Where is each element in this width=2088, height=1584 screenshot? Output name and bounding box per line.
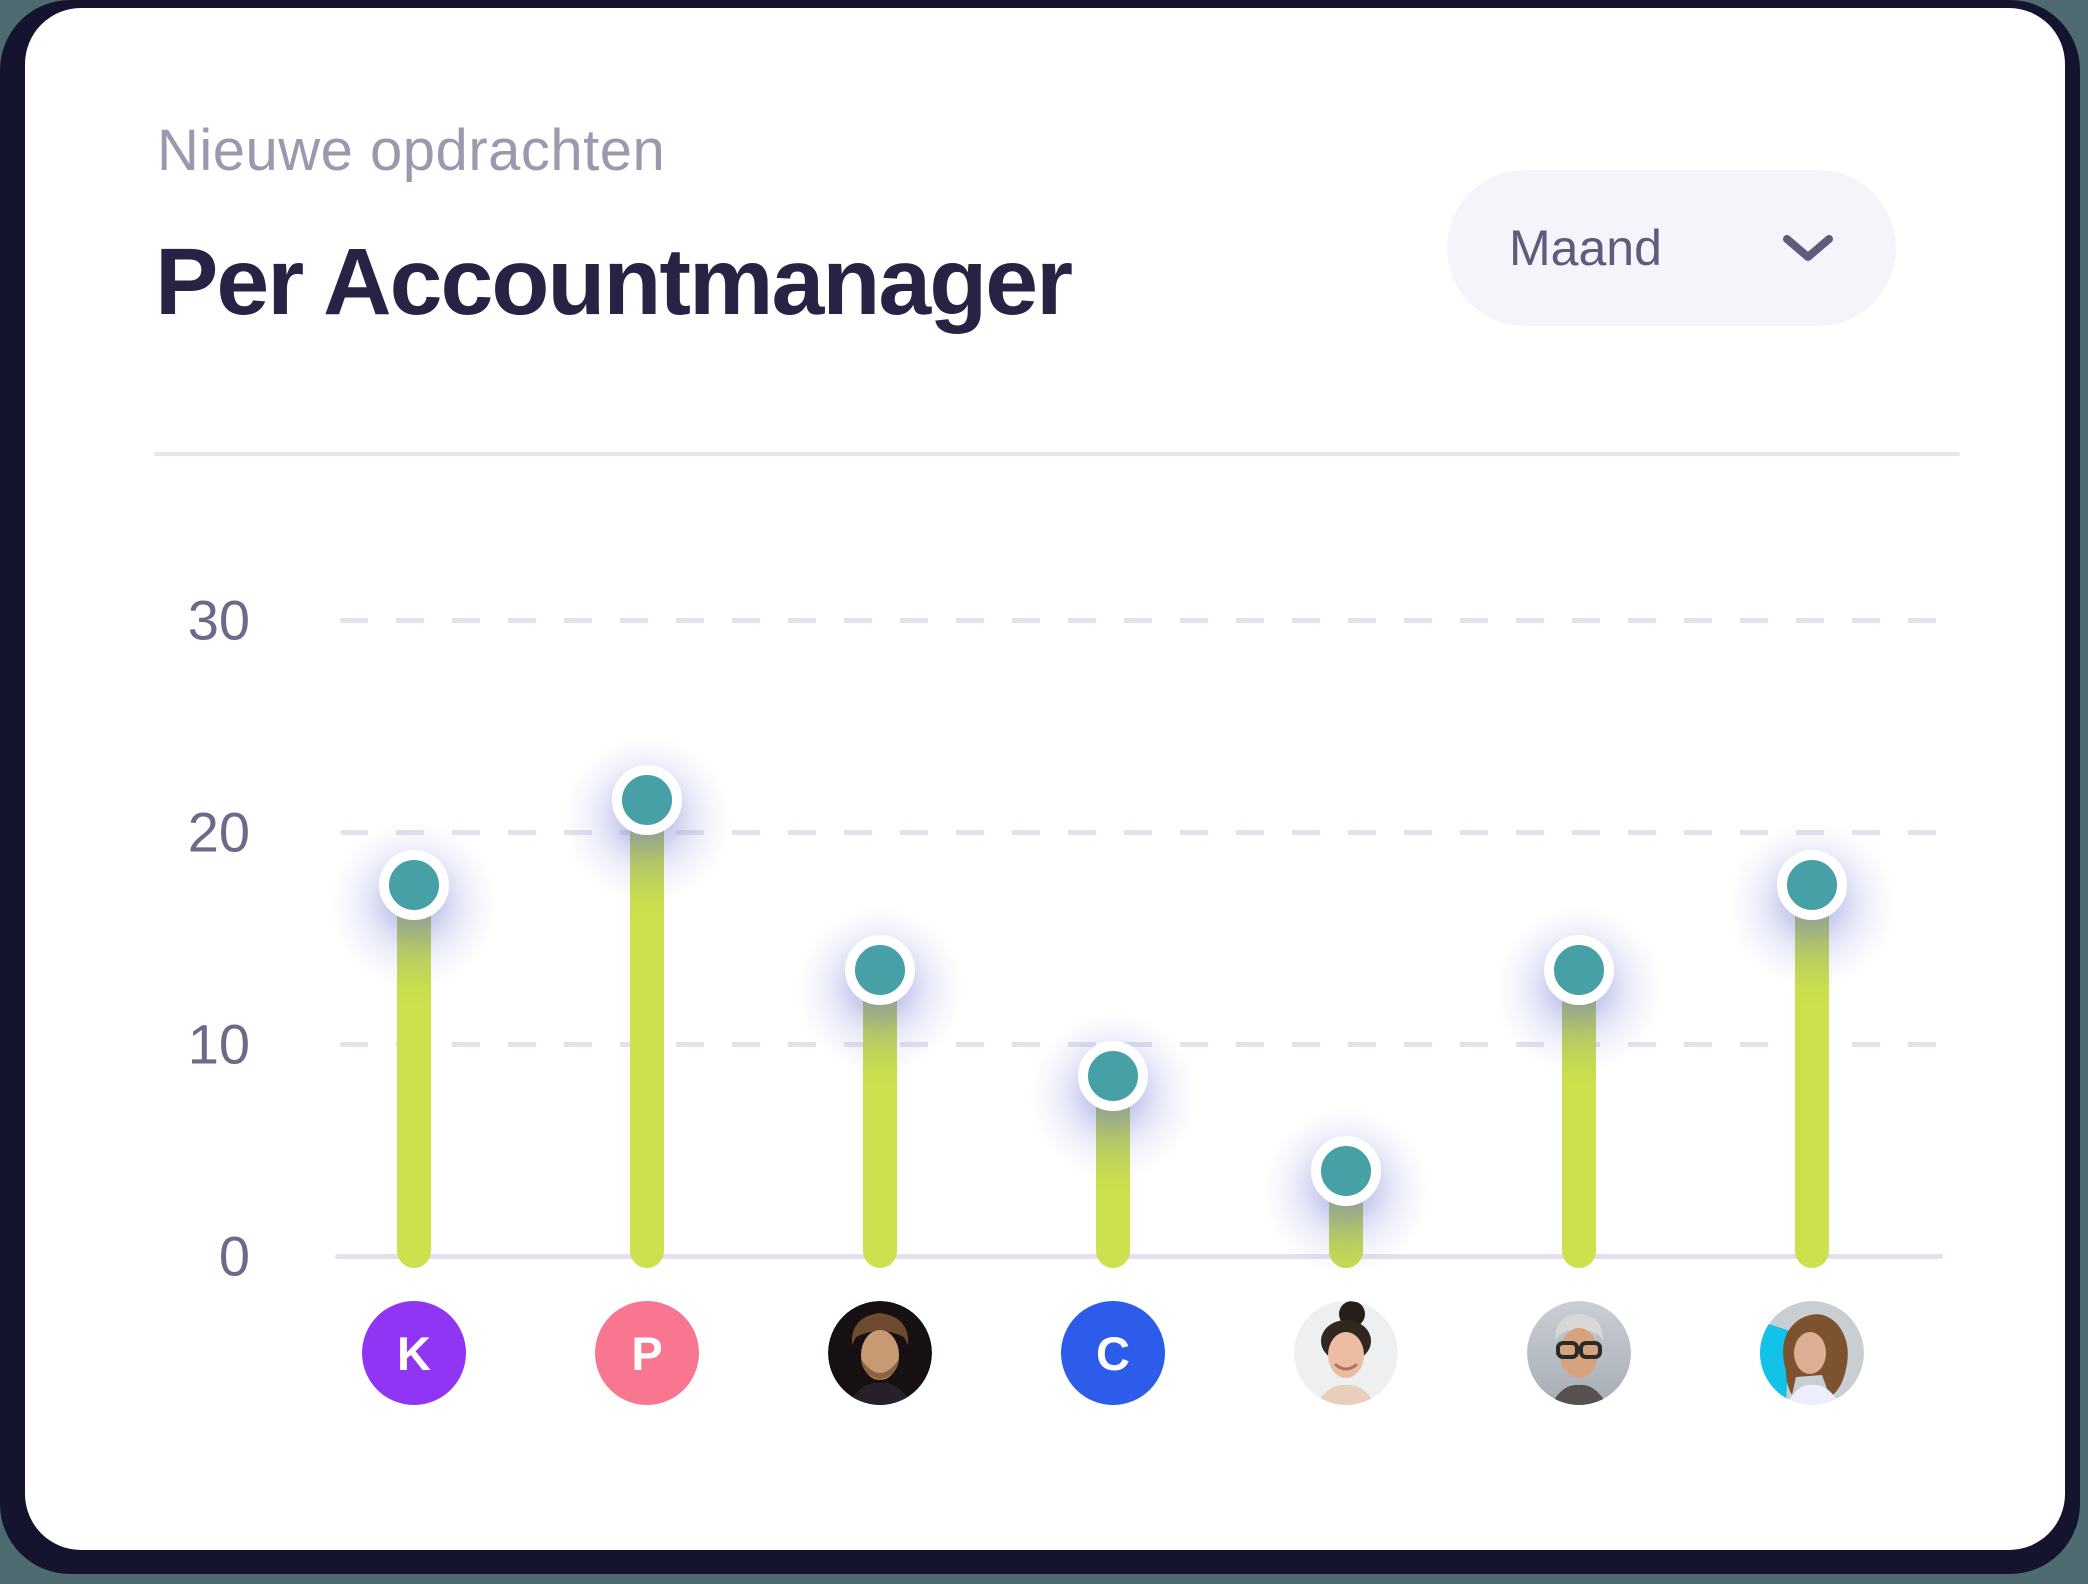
avatar-photo-man-dark-bg: [828, 1301, 932, 1405]
gridline: [340, 830, 1948, 835]
lollipop-bar: [1562, 969, 1596, 1268]
data-point-dot[interactable]: [1078, 1040, 1148, 1111]
avatar-photo-woman-top-bun: [1294, 1301, 1398, 1405]
y-axis-tick-label: 20: [187, 800, 250, 864]
data-point-dot[interactable]: [1544, 934, 1614, 1005]
y-axis-tick-label: 0: [218, 1224, 250, 1288]
chart-card: Nieuwe opdrachten Per Accountmanager Maa…: [25, 8, 2065, 1550]
avatar-initial-c: C: [1061, 1301, 1165, 1405]
y-axis-tick-label: 30: [187, 588, 250, 652]
header-divider: [154, 452, 1960, 456]
y-axis-tick-label: 10: [187, 1012, 250, 1076]
data-point-dot[interactable]: [1311, 1136, 1381, 1207]
gridline: [340, 618, 1948, 623]
gridline: [340, 1042, 1948, 1047]
x-axis-line: [335, 1254, 1943, 1259]
card-subtitle: Nieuwe opdrachten: [157, 118, 666, 183]
avatar-initial-label: K: [397, 1326, 431, 1380]
avatar-initial-p: P: [595, 1301, 699, 1405]
lollipop-chart: 30 20 10 0 K P C: [25, 8, 2065, 1550]
lollipop-bar: [397, 885, 431, 1268]
data-point-dot[interactable]: [612, 765, 682, 836]
chevron-down-icon: [1782, 233, 1834, 263]
avatar-photo-man-gray-glasses: [1527, 1301, 1631, 1405]
lollipop-bar: [630, 800, 664, 1268]
page-title: Per Accountmanager: [155, 229, 1073, 335]
avatar-initial-k: K: [362, 1301, 466, 1405]
lollipop-bar: [863, 969, 897, 1268]
data-point-dot[interactable]: [379, 850, 449, 920]
avatar-initial-label: C: [1096, 1326, 1130, 1380]
period-dropdown-value: Maand: [1509, 220, 1662, 276]
lollipop-bar: [1795, 885, 1829, 1268]
period-dropdown[interactable]: Maand: [1447, 170, 1896, 326]
avatar-initial-label: P: [631, 1326, 663, 1380]
data-point-dot[interactable]: [1777, 850, 1847, 920]
avatar-photo-woman-cyan-bg: [1760, 1301, 1864, 1405]
data-point-dot[interactable]: [845, 934, 915, 1005]
